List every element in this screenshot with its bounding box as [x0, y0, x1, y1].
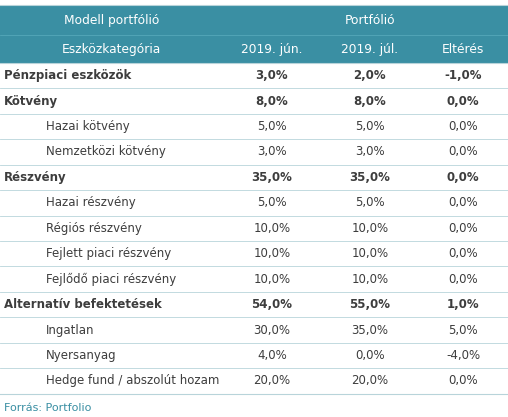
Text: Alternatív befektetések: Alternatív befektetések	[4, 298, 162, 311]
Text: 3,0%: 3,0%	[257, 146, 287, 158]
Bar	[0, 241, 508, 266]
Text: 35,0%: 35,0%	[350, 171, 390, 184]
Text: Kötvény: Kötvény	[4, 95, 58, 108]
Text: 0,0%: 0,0%	[449, 120, 478, 133]
Text: Hedge fund / abszolút hozam: Hedge fund / abszolút hozam	[46, 374, 219, 387]
Text: Hazai részvény: Hazai részvény	[46, 196, 136, 209]
Text: 0,0%: 0,0%	[447, 95, 480, 108]
Text: -4,0%: -4,0%	[446, 349, 481, 362]
Text: 20,0%: 20,0%	[351, 374, 389, 387]
Text: 54,0%: 54,0%	[251, 298, 292, 311]
Bar	[0, 165, 508, 190]
Text: Pénzpiaci eszközök: Pénzpiaci eszközök	[4, 69, 131, 82]
Text: 35,0%: 35,0%	[251, 171, 292, 184]
Text: 0,0%: 0,0%	[449, 374, 478, 387]
Text: -1,0%: -1,0%	[444, 69, 482, 82]
Text: Hazai kötvény: Hazai kötvény	[46, 120, 130, 133]
Bar	[0, 292, 508, 317]
Text: 0,0%: 0,0%	[449, 247, 478, 260]
Text: 5,0%: 5,0%	[355, 196, 385, 209]
Bar	[0, 63, 508, 88]
Text: Portfólió: Portfólió	[344, 14, 395, 27]
Bar	[0, 190, 508, 216]
Bar	[0, 343, 508, 368]
Text: 10,0%: 10,0%	[253, 273, 291, 286]
Text: 5,0%: 5,0%	[449, 324, 478, 337]
Text: Nyersanyag: Nyersanyag	[46, 349, 116, 362]
Bar	[0, 368, 508, 394]
Text: 5,0%: 5,0%	[257, 120, 287, 133]
Text: 2019. júl.: 2019. júl.	[341, 43, 398, 56]
Text: 0,0%: 0,0%	[449, 273, 478, 286]
Text: 55,0%: 55,0%	[350, 298, 390, 311]
Bar	[0, 35, 508, 63]
Text: 1,0%: 1,0%	[447, 298, 480, 311]
Text: 2019. jún.: 2019. jún.	[241, 43, 303, 56]
Bar	[0, 139, 508, 165]
Bar	[0, 317, 508, 343]
Text: 3,0%: 3,0%	[256, 69, 288, 82]
Text: 0,0%: 0,0%	[449, 222, 478, 235]
Text: 8,0%: 8,0%	[256, 95, 288, 108]
Text: Nemzetközi kötvény: Nemzetközi kötvény	[46, 146, 166, 158]
Bar	[0, 266, 508, 292]
Text: 0,0%: 0,0%	[449, 146, 478, 158]
Text: Modell portfólió: Modell portfólió	[64, 14, 160, 27]
Text: 10,0%: 10,0%	[253, 247, 291, 260]
Text: Forrás: Portfolio: Forrás: Portfolio	[4, 403, 91, 413]
Bar	[0, 88, 508, 114]
Text: 0,0%: 0,0%	[449, 196, 478, 209]
Text: 5,0%: 5,0%	[257, 196, 287, 209]
Text: 5,0%: 5,0%	[355, 120, 385, 133]
Bar	[0, 114, 508, 139]
Bar	[0, 5, 508, 35]
Text: Régiós részvény: Régiós részvény	[46, 222, 142, 235]
Text: 35,0%: 35,0%	[352, 324, 388, 337]
Text: 8,0%: 8,0%	[354, 95, 386, 108]
Text: 10,0%: 10,0%	[253, 222, 291, 235]
Text: 10,0%: 10,0%	[351, 247, 389, 260]
Text: 10,0%: 10,0%	[351, 222, 389, 235]
Text: 4,0%: 4,0%	[257, 349, 287, 362]
Text: 10,0%: 10,0%	[351, 273, 389, 286]
Text: 0,0%: 0,0%	[355, 349, 385, 362]
Text: Eszközkategória: Eszközkategória	[62, 43, 162, 56]
Bar	[0, 216, 508, 241]
Text: Fejlett piaci részvény: Fejlett piaci részvény	[46, 247, 171, 260]
Text: 2,0%: 2,0%	[354, 69, 386, 82]
Text: 3,0%: 3,0%	[355, 146, 385, 158]
Text: 30,0%: 30,0%	[253, 324, 290, 337]
Text: Ingatlan: Ingatlan	[46, 324, 94, 337]
Text: Részvény: Részvény	[4, 171, 67, 184]
Text: 20,0%: 20,0%	[253, 374, 291, 387]
Text: Fejlődő piaci részvény: Fejlődő piaci részvény	[46, 273, 176, 286]
Text: Eltérés: Eltérés	[442, 43, 485, 56]
Text: 0,0%: 0,0%	[447, 171, 480, 184]
